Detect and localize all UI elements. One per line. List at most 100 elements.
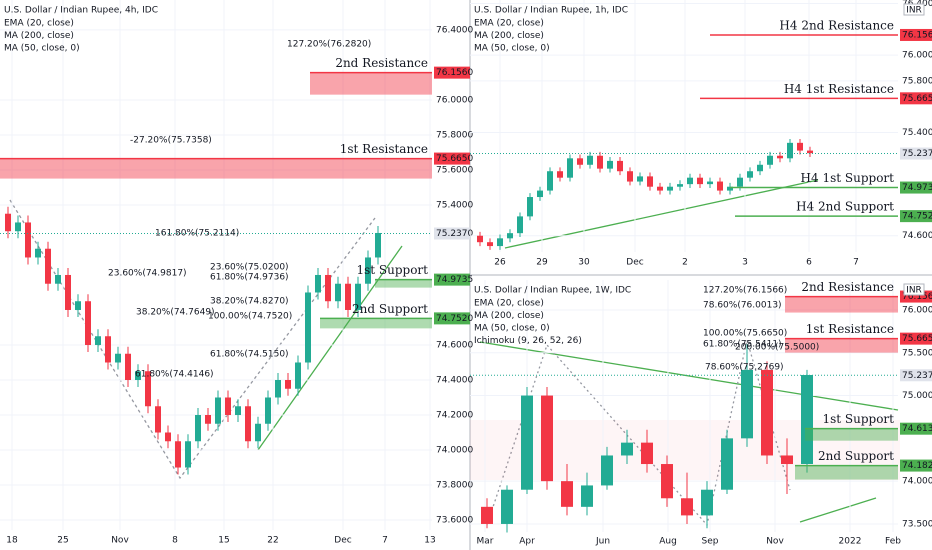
x-tick-label: 25 [57,536,68,546]
candle-body [507,233,513,239]
candle-body [721,438,733,490]
y-tick-label: 74.0000 [902,477,932,487]
y-tick-label: 74.2000 [436,411,473,421]
candle-body [627,171,633,182]
x-tick-label: 7 [853,258,859,268]
x-tick-label: Nov [111,536,129,546]
price-tag [900,210,932,223]
x-tick-label: Jun [595,537,610,547]
level-label: H4 2nd Support [796,200,894,214]
candle-body [647,176,653,187]
level-zone [310,72,432,95]
candle-body [527,197,533,217]
candle-body [777,155,783,159]
candle-body [717,181,723,191]
candle-body [195,415,201,442]
candle-body [767,155,773,165]
chart-title: U.S. Dollar / Indian Rupee, 1W, IDC [474,286,631,296]
candle-body [305,292,311,363]
trend-line [799,497,877,523]
level-label: 1st Support [822,412,894,426]
candle-body [781,455,793,465]
price-tag-label: 75.2370 [902,371,932,381]
indicator-legend: EMA (20, close) [4,19,74,29]
price-tag [900,422,932,435]
candle-body [617,160,623,172]
x-tick-label: Nov [766,537,784,547]
indicator-legend: EMA (20, close) [474,299,544,309]
fib-label: 200.00%(75.5000) [735,343,819,353]
indicator-legend: MA (200, close) [4,31,74,41]
candle-body [727,186,733,191]
unit-box [903,283,925,296]
price-tag [434,66,470,79]
price-tag [900,332,932,345]
y-tick-label: 75.0000 [902,391,932,401]
candle-body [65,274,71,310]
price-tag-label: 74.9735 [902,183,932,193]
price-tag-label: 74.6130 [902,424,932,434]
candle-body [487,242,493,247]
y-tick-label: 76.0000 [902,51,932,61]
x-tick-label: Aug [659,537,677,547]
level-label: H4 1st Support [801,171,895,185]
candle-body [621,442,633,456]
y-tick-label: 76.0000 [436,95,473,105]
candle-body [15,222,21,232]
fib-label: 78.60%(76.0013) [703,301,782,311]
x-tick-label: Dec [334,536,351,546]
level-zone [375,279,432,288]
x-tick-label: 22 [267,536,278,546]
candle-body [235,406,241,416]
candle-body [667,186,673,191]
candle-body [701,489,713,516]
candle-body [501,489,513,524]
indicator-legend: MA (50, close, 0) [4,44,80,54]
price-tag-label: 75.6650 [436,154,473,164]
level-zone [320,318,432,329]
candle-body [345,283,351,310]
x-tick-label: Sep [702,537,719,547]
candle-body [697,177,703,185]
fib-label: 78.60%(75.2769) [705,363,784,373]
candle-body [185,441,191,468]
candle-body [45,248,51,284]
chart-panel: 76.0000 75.5000 75.0000 74.0000 73.5000 Mar Ap… [470,280,932,547]
price-tag-label: 76.1560 [902,30,932,40]
x-tick-label: 6 [806,258,812,268]
candle-body [707,181,713,185]
y-tick-label: 74.4000 [436,375,473,385]
candle-body [677,184,683,187]
fib-label: 161.80%(75.2114) [155,229,239,239]
y-tick-label: 76.0000 [902,305,932,315]
level-label: 1st Support [356,263,428,277]
y-tick-label: 75.6000 [436,165,473,175]
candle-body [687,177,693,185]
x-tick-label: Mar [477,537,494,547]
fib-label: 23.60%(74.9817) [108,269,187,279]
candle-body [275,379,281,398]
y-tick-label: 75.4000 [902,128,932,138]
candle-body [355,283,361,310]
indicator-legend: MA (50, close, 0) [474,324,550,334]
candle-body [125,353,131,380]
x-tick-label: 26 [494,258,506,268]
fib-label: 61.80%(75.5411) [703,340,782,350]
candle-body [567,158,573,178]
level-zone [785,338,898,353]
fib-label: 38.20%(74.7649) [136,308,215,318]
trend-line [504,179,819,249]
chart-title: U.S. Dollar / Indian Rupee, 4h, IDC [4,6,158,16]
level-zone [0,158,432,179]
candle-body [661,464,673,499]
price-tag-label: 74.9735 [436,275,473,285]
chart-panel: 76.4000 76.0000 75.8000 75.6000 75.4000 74.60… [0,0,473,546]
candle-body [205,415,211,424]
price-tag [900,181,932,194]
y-tick-label: 73.8000 [436,481,473,491]
candle-body [481,506,493,524]
candle-body [577,158,583,165]
price-tag [434,312,470,325]
level-label: 2nd Resistance [801,280,894,294]
candle-body [641,442,653,465]
